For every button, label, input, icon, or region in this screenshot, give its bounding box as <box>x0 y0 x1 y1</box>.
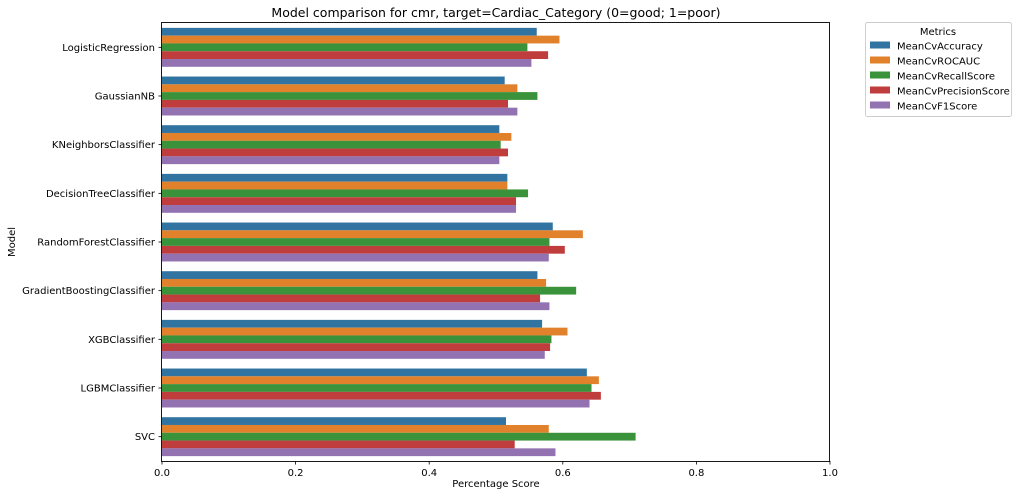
bar-GradientBoostingClassifier-MeanCvAccuracy <box>162 271 538 279</box>
y-axis-label: Model <box>7 227 18 257</box>
legend-label-MeanCvF1Score: MeanCvF1Score <box>897 102 977 113</box>
bar-KNeighborsClassifier-MeanCvF1Score <box>162 156 500 165</box>
bar-SVC-MeanCvAccuracy <box>162 417 507 425</box>
bar-SVC-MeanCvROCAUC <box>162 424 549 433</box>
y-tick-label: KNeighborsClassifier <box>52 140 156 151</box>
bar-SVC-MeanCvF1Score <box>162 448 556 457</box>
legend-swatch-MeanCvPrecisionScore <box>870 86 890 94</box>
bar-RandomForestClassifier-MeanCvROCAUC <box>162 230 583 239</box>
y-axis: LogisticRegression GaussianNB KNeighborsCl… <box>22 43 162 443</box>
chart-title: Model comparison for cmr, target=Cardiac… <box>271 5 720 20</box>
bar-GradientBoostingClassifier-MeanCvROCAUC <box>162 278 547 287</box>
bar-XGBClassifier-MeanCvROCAUC <box>162 327 568 336</box>
bar-GaussianNB-MeanCvAccuracy <box>162 76 505 85</box>
bar-GradientBoostingClassifier-MeanCvF1Score <box>162 302 550 311</box>
bar-LogisticRegression-MeanCvRecallScore <box>162 43 528 52</box>
bar-XGBClassifier-MeanCvPrecisionScore <box>162 343 551 352</box>
legend-swatch-MeanCvF1Score <box>870 101 890 109</box>
bar-RandomForestClassifier-MeanCvPrecisionScore <box>162 245 565 254</box>
bar-XGBClassifier-MeanCvAccuracy <box>162 319 543 328</box>
bar-GaussianNB-MeanCvROCAUC <box>162 84 518 93</box>
bar-RandomForestClassifier-MeanCvRecallScore <box>162 238 550 246</box>
bar-DecisionTreeClassifier-MeanCvRecallScore <box>162 189 529 198</box>
legend-swatch-MeanCvROCAUC <box>870 56 890 64</box>
x-tick-label: 0.8 <box>688 468 704 479</box>
bar-XGBClassifier-MeanCvF1Score <box>162 351 545 359</box>
bar-KNeighborsClassifier-MeanCvROCAUC <box>162 132 512 141</box>
x-tick-label: 0.2 <box>288 468 304 479</box>
y-tick-label: XGBClassifier <box>88 335 156 346</box>
bar-KNeighborsClassifier-MeanCvRecallScore <box>162 140 501 149</box>
legend-label-MeanCvPrecisionScore: MeanCvPrecisionScore <box>897 87 1010 98</box>
x-tick-label: 0.0 <box>154 468 170 479</box>
bar-RandomForestClassifier-MeanCvAccuracy <box>162 222 553 231</box>
legend-swatch-MeanCvAccuracy <box>870 41 890 49</box>
y-tick-label: DecisionTreeClassifier <box>46 189 156 200</box>
bar-DecisionTreeClassifier-MeanCvPrecisionScore <box>162 197 517 206</box>
bar-KNeighborsClassifier-MeanCvPrecisionScore <box>162 148 509 157</box>
bar-LogisticRegression-MeanCvROCAUC <box>162 35 560 44</box>
bar-KNeighborsClassifier-MeanCvAccuracy <box>162 125 500 133</box>
legend: Metrics MeanCvAccuracy MeanCvROCAUC MeanCv… <box>865 22 1012 117</box>
y-tick-label: GradientBoostingClassifier <box>22 286 156 297</box>
bar-LogisticRegression-MeanCvPrecisionScore <box>162 51 549 60</box>
y-tick-label: RandomForestClassifier <box>37 238 156 249</box>
bar-LogisticRegression-MeanCvF1Score <box>162 59 532 67</box>
y-tick-label: LogisticRegression <box>62 43 155 54</box>
bar-GaussianNB-MeanCvPrecisionScore <box>162 99 509 108</box>
bar-LGBMClassifier-MeanCvRecallScore <box>162 384 592 392</box>
legend-swatch-MeanCvRecallScore <box>870 71 890 79</box>
bar-GaussianNB-MeanCvRecallScore <box>162 92 538 100</box>
x-tick-label: 0.6 <box>555 468 571 479</box>
bar-SVC-MeanCvRecallScore <box>162 432 636 441</box>
y-tick-label: LGBMClassifier <box>81 384 156 395</box>
legend-label-MeanCvROCAUC: MeanCvROCAUC <box>897 57 980 68</box>
x-tick-label: 0.4 <box>421 468 437 479</box>
legend-label-MeanCvAccuracy: MeanCvAccuracy <box>897 42 983 53</box>
bars <box>162 27 636 457</box>
legend-box <box>865 22 1012 117</box>
bar-DecisionTreeClassifier-MeanCvROCAUC <box>162 181 508 190</box>
bar-LogisticRegression-MeanCvAccuracy <box>162 27 537 36</box>
bar-GradientBoostingClassifier-MeanCvRecallScore <box>162 286 577 295</box>
bar-SVC-MeanCvPrecisionScore <box>162 440 515 449</box>
x-tick-label: 1.0 <box>822 468 838 479</box>
x-axis: 0.0 0.2 0.4 0.6 0.8 1.0 <box>154 461 838 479</box>
bar-RandomForestClassifier-MeanCvF1Score <box>162 253 549 262</box>
bar-LGBMClassifier-MeanCvPrecisionScore <box>162 391 601 400</box>
y-tick-label: GaussianNB <box>95 92 155 103</box>
x-axis-label: Percentage Score <box>452 479 539 490</box>
bar-DecisionTreeClassifier-MeanCvAccuracy <box>162 173 508 182</box>
legend-label-MeanCvRecallScore: MeanCvRecallScore <box>897 72 995 83</box>
bar-XGBClassifier-MeanCvRecallScore <box>162 335 552 344</box>
y-tick-label: SVC <box>135 432 155 443</box>
bar-GaussianNB-MeanCvF1Score <box>162 107 518 116</box>
bar-LGBMClassifier-MeanCvAccuracy <box>162 368 587 377</box>
bar-LGBMClassifier-MeanCvF1Score <box>162 399 590 408</box>
bar-LGBMClassifier-MeanCvROCAUC <box>162 376 599 385</box>
bar-GradientBoostingClassifier-MeanCvPrecisionScore <box>162 294 541 303</box>
bar-DecisionTreeClassifier-MeanCvF1Score <box>162 205 517 213</box>
legend-title: Metrics <box>920 27 956 38</box>
